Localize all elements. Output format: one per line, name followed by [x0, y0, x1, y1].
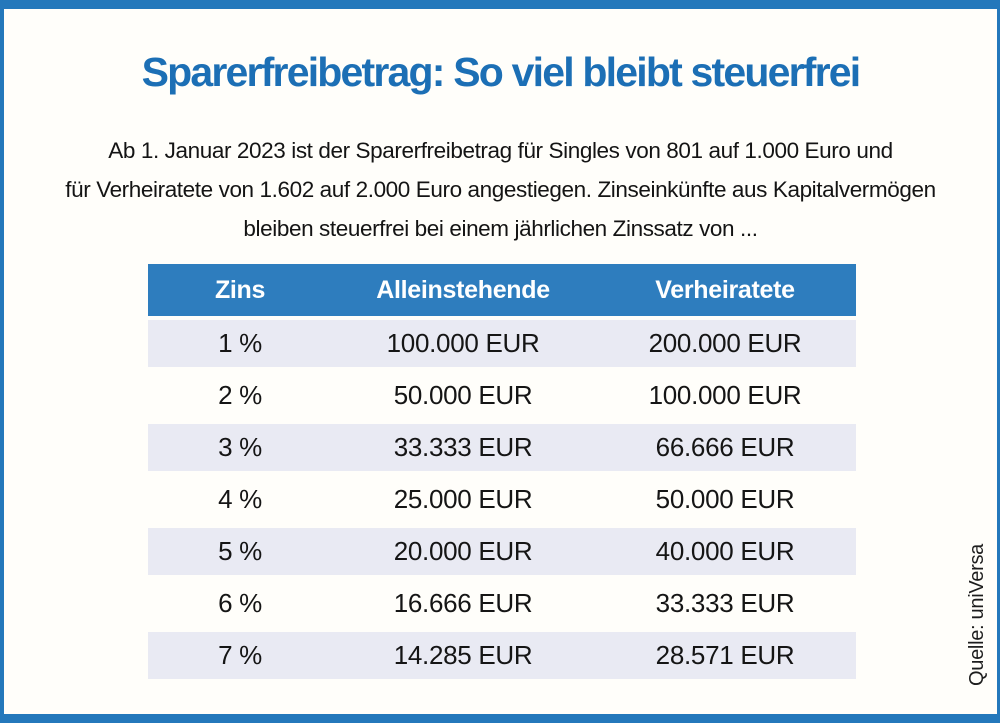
cell-zins: 5 % — [218, 536, 262, 566]
cell-alleinstehende: 20.000 EUR — [393, 536, 533, 566]
column-header-verheiratete: Verheiratete — [655, 275, 795, 304]
intro-text: Ab 1. Januar 2023 ist der Sparerfreibetr… — [4, 131, 997, 248]
table-row: 5 % 20.000 EUR 40.000 EUR — [148, 528, 856, 575]
cell-alleinstehende: 16.666 EUR — [393, 588, 533, 618]
cell-alleinstehende: 100.000 EUR — [386, 328, 540, 358]
column-header-alleinstehende: Alleinstehende — [376, 275, 550, 304]
cell-alleinstehende: 25.000 EUR — [393, 484, 533, 514]
table-row: 4 % 25.000 EUR 50.000 EUR — [148, 476, 856, 523]
cell-verheiratete: 40.000 EUR — [655, 536, 795, 566]
cell-zins: 1 % — [218, 328, 262, 358]
cell-zins: 6 % — [218, 588, 262, 618]
cell-alleinstehende: 50.000 EUR — [393, 380, 533, 410]
cell-verheiratete: 100.000 EUR — [648, 380, 802, 410]
table-row: 1 % 100.000 EUR 200.000 EUR — [148, 320, 856, 367]
intro-line-3: bleiben steuerfrei bei einem jährlichen … — [243, 216, 758, 241]
allowance-table: Zins Alleinstehende Verheiratete 1 % 100… — [148, 264, 856, 684]
table-row: 7 % 14.285 EUR 28.571 EUR — [148, 632, 856, 679]
table-row: 6 % 16.666 EUR 33.333 EUR — [148, 580, 856, 627]
column-header-zins: Zins — [214, 275, 266, 304]
table-row: 2 % 50.000 EUR 100.000 EUR — [148, 372, 856, 419]
cell-verheiratete: 66.666 EUR — [655, 432, 795, 462]
cell-zins: 4 % — [218, 484, 262, 514]
cell-alleinstehende: 33.333 EUR — [393, 432, 533, 462]
intro-line-2: für Verheiratete von 1.602 auf 2.000 Eur… — [65, 177, 936, 202]
cell-verheiratete: 28.571 EUR — [655, 640, 795, 670]
source-credit: Quelle: uniVersa — [966, 544, 988, 686]
table-row: 3 % 33.333 EUR 66.666 EUR — [148, 424, 856, 471]
intro-line-1: Ab 1. Januar 2023 ist der Sparerfreibetr… — [108, 138, 893, 163]
cell-alleinstehende: 14.285 EUR — [393, 640, 533, 670]
page-title: Sparerfreibetrag: So viel bleibt steuerf… — [141, 49, 862, 95]
cell-verheiratete: 50.000 EUR — [655, 484, 795, 514]
cell-zins: 7 % — [218, 640, 262, 670]
cell-zins: 2 % — [218, 380, 262, 410]
cell-verheiratete: 200.000 EUR — [648, 328, 802, 358]
table-header-row: Zins Alleinstehende Verheiratete — [148, 264, 856, 316]
cell-zins: 3 % — [218, 432, 262, 462]
cell-verheiratete: 33.333 EUR — [655, 588, 795, 618]
